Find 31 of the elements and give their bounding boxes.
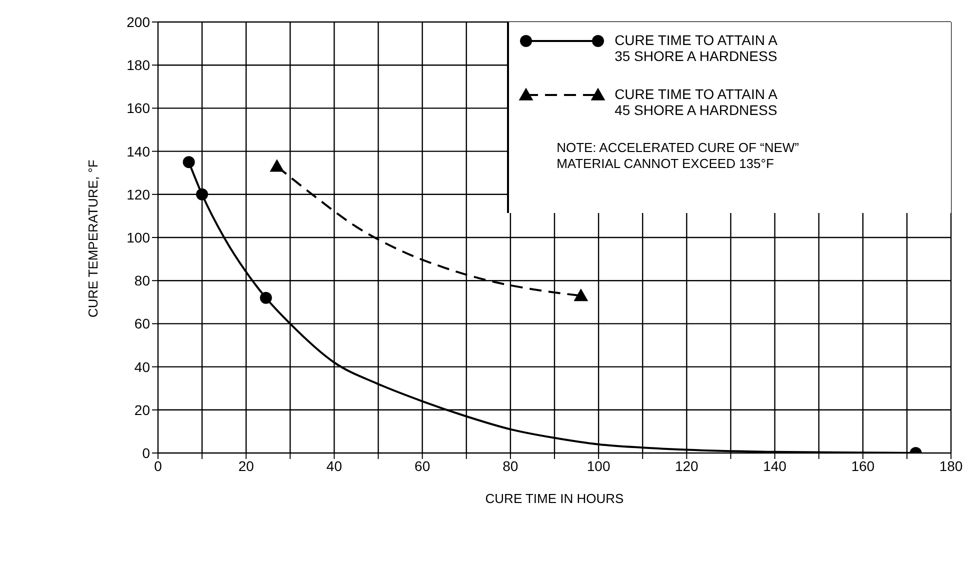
y-tick-label: 100: [126, 229, 150, 246]
x-axis-title: CURE TIME IN HOURS: [485, 491, 624, 506]
point: [260, 292, 272, 304]
legend-label: CURE TIME TO ATTAIN A 35 SHORE A HARDNESS: [614, 32, 778, 64]
x-tick-label: 120: [674, 458, 699, 474]
point: [574, 288, 588, 302]
y-tick-label: 160: [126, 100, 150, 116]
x-tick-label: 160: [851, 458, 875, 474]
x-tick-label: 0: [154, 458, 162, 474]
point: [270, 159, 284, 172]
y-tick-label: 120: [126, 186, 150, 202]
x-tick-label: 100: [586, 458, 610, 474]
point: [196, 188, 208, 200]
x-tick-label: 40: [326, 458, 342, 474]
y-tick-label: 200: [126, 14, 150, 30]
y-tick-label: 0: [142, 444, 150, 461]
annotation: NOTE: ACCELERATED CURE OF “NEW” MATERIAL CANNOT EXCEED 135°F: [556, 140, 800, 172]
y-tick-label: 140: [126, 143, 150, 160]
x-tick-label: 80: [502, 458, 518, 474]
y-axis-title: CURE TEMPERATURE, °F: [86, 160, 101, 318]
y-tick-label: 180: [126, 57, 150, 74]
x-tick-label: 60: [414, 458, 430, 474]
legend-label: CURE TIME TO ATTAIN A 45 SHORE A HARDNESS: [614, 86, 778, 118]
point: [182, 156, 195, 168]
x-tick-label: 140: [763, 458, 787, 474]
x-tick-label: 20: [238, 458, 254, 474]
y-tick-label: 20: [134, 402, 150, 418]
y-tick-label: 40: [134, 358, 150, 375]
y-tick-label: 80: [134, 272, 150, 289]
x-tick-label: 180: [939, 458, 963, 474]
y-tick-label: 60: [134, 316, 150, 332]
